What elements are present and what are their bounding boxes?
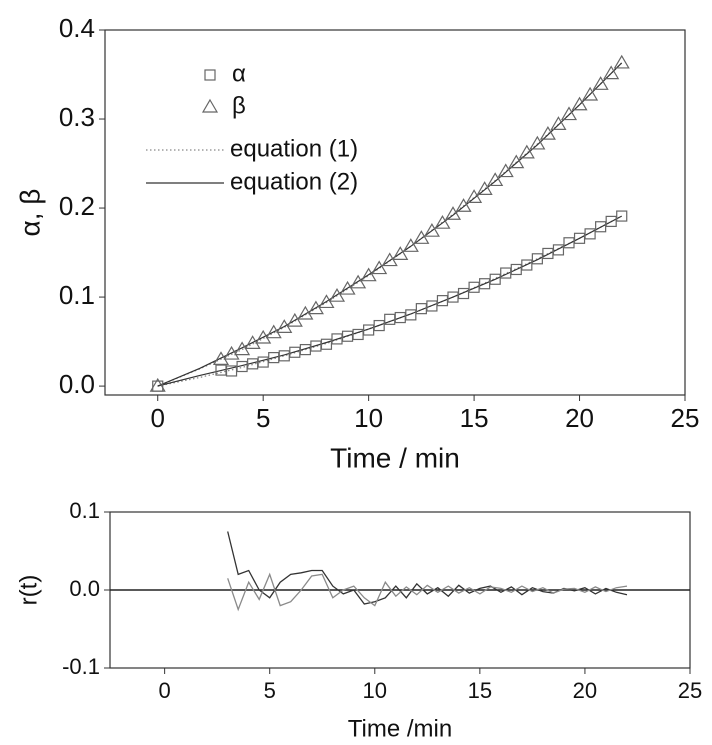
x-tick-label: 15 [460, 403, 489, 433]
triangle-marker [360, 267, 377, 282]
triangle-marker [571, 96, 588, 111]
square-marker [457, 287, 470, 300]
x-tick-label: 20 [565, 403, 594, 433]
square-marker [320, 338, 333, 350]
triangle-marker [550, 116, 567, 130]
y-tick-label: 0.2 [59, 191, 95, 221]
square-marker [616, 210, 628, 222]
triangle-marker [434, 214, 451, 229]
y-axis-label: α, β [14, 189, 45, 237]
square-marker [521, 259, 533, 271]
triangle-marker [455, 198, 472, 212]
triangle-marker [529, 135, 546, 150]
triangle-marker [413, 230, 430, 244]
triangle-marker [466, 189, 483, 203]
fit-line [157, 215, 622, 387]
y-tick-label: 0.4 [59, 13, 95, 43]
x-axis-label: Time / min [330, 442, 460, 473]
y-tick-label: 0.0 [69, 576, 100, 601]
y-axis-label: r(t) [15, 575, 42, 606]
triangle-marker [223, 345, 240, 360]
triangle-marker [149, 377, 166, 392]
fit-line [157, 62, 623, 387]
x-tick-label: 5 [264, 678, 276, 703]
y-tick-label: 0.3 [59, 102, 95, 132]
triangle-marker [476, 181, 493, 195]
legend-marker [204, 69, 216, 81]
triangle-marker [392, 246, 409, 260]
square-marker [531, 253, 543, 265]
triangle-marker [328, 287, 346, 302]
x-tick-label: 5 [256, 403, 270, 433]
triangle-marker [423, 223, 440, 237]
residual-line [227, 531, 628, 605]
triangle-marker [286, 312, 303, 327]
square-marker [436, 295, 449, 307]
x-tick-label: 0 [150, 403, 164, 433]
triangle-marker [592, 76, 609, 90]
residual-line [227, 572, 628, 612]
fit-line [157, 215, 623, 387]
square-marker [405, 309, 417, 321]
x-tick-label: 10 [354, 403, 383, 433]
square-marker [489, 273, 501, 285]
square-marker [584, 228, 596, 240]
triangle-marker [497, 163, 514, 178]
y-tick-label: -0.1 [62, 654, 100, 679]
x-tick-label: 25 [671, 403, 700, 433]
y-tick-label: 0.1 [69, 498, 100, 523]
x-tick-label: 15 [468, 678, 492, 703]
square-marker [373, 319, 385, 332]
legend-label: β [232, 92, 246, 119]
triangle-marker [444, 206, 462, 220]
triangle-marker [582, 86, 599, 101]
y-tick-label: 0.0 [59, 369, 95, 399]
plot-frame [104, 29, 686, 396]
legend-marker [201, 98, 219, 113]
x-tick-label: 0 [159, 678, 171, 703]
triangle-marker [560, 106, 578, 121]
y-tick-label: 0.1 [59, 280, 95, 310]
fit-line [157, 62, 623, 387]
triangle-marker [613, 54, 630, 69]
x-tick-label: 25 [678, 678, 702, 703]
x-axis-label: Time /min [348, 715, 452, 742]
triangle-marker [518, 144, 535, 159]
x-tick-label: 20 [573, 678, 597, 703]
legend-label: α [232, 60, 246, 87]
legend-label: equation (2) [230, 168, 358, 195]
triangle-marker [508, 154, 525, 169]
triangle-marker [539, 125, 556, 140]
triangle-marker [350, 274, 367, 289]
x-tick-label: 10 [363, 678, 387, 703]
triangle-marker [371, 260, 388, 275]
triangle-marker [487, 172, 504, 187]
triangle-marker [402, 238, 419, 252]
square-marker [552, 244, 565, 256]
triangle-marker [603, 65, 620, 80]
legend-label: equation (1) [230, 135, 358, 162]
